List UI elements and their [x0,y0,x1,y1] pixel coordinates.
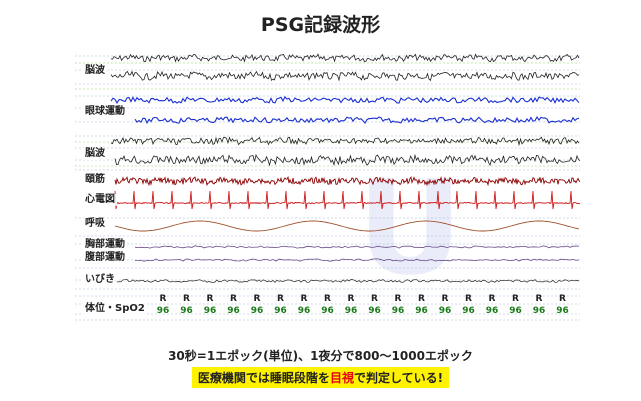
position-marker: R [230,294,237,304]
eog-trace [134,115,580,125]
eeg-trace [114,153,580,167]
position-marker: R [371,294,378,304]
eeg-trace [110,70,580,82]
position-marker: R [536,294,543,304]
chin-emg-trace [114,175,580,187]
position-marker: R [183,294,190,304]
chest-movement-trace [134,245,580,249]
spo2-value: 96 [274,306,287,316]
spo2-value: 96 [321,306,334,316]
channel-label-position-spo2: 体位・SpO2 [83,303,147,315]
position-marker: R [512,294,519,304]
channel-label-ecg: 心電図 [83,194,117,206]
spo2-value: 96 [415,306,428,316]
position-marker: R [442,294,449,304]
spo2-value: 96 [204,306,217,316]
position-marker: R [348,294,355,304]
channel-label-eeg-2: 脳波 [83,148,107,160]
spo2-value: 96 [298,306,311,316]
channel-label-eeg-1: 脳波 [83,65,107,77]
channel-label-respiration: 呼吸 [83,218,107,230]
spo2-value: 96 [251,306,264,316]
position-marker: R [160,294,167,304]
channel-label-abdomen-movement: 腹部運動 [83,252,127,264]
scoring-note-after: で判定している! [353,371,444,385]
position-marker: R [277,294,284,304]
position-marker: R [254,294,261,304]
spo2-value: 96 [157,306,170,316]
scoring-note: 医療機関では睡眠段階を目視で判定している! [191,367,450,388]
position-marker: R [489,294,496,304]
spo2-value: 96 [227,306,240,316]
psg-waveform-chart: UR96R96R96R96R96R96R96R96R96R96R96R96R96… [75,53,580,321]
scoring-note-highlight: 目視 [329,371,354,385]
spo2-value: 96 [180,306,193,316]
epoch-caption: 30秒=1エポック(単位)、1夜分で800〜1000エポック [168,349,473,363]
spo2-value: 96 [345,306,358,316]
position-marker: R [465,294,472,304]
position-marker: R [324,294,331,304]
spo2-value: 96 [368,306,381,316]
spo2-value: 96 [486,306,499,316]
spo2-value: 96 [439,306,452,316]
position-marker: R [395,294,402,304]
channel-label-chest-movement: 胸部運動 [83,239,127,251]
spo2-value: 96 [462,306,475,316]
snore-trace [114,279,580,283]
position-marker: R [301,294,308,304]
eog-trace [110,95,580,105]
spo2-value: 96 [509,306,522,316]
position-marker: R [418,294,425,304]
spo2-value: 96 [392,306,405,316]
abdomen-movement-trace [134,258,580,262]
channel-label-eog: 眼球運動 [83,106,127,118]
channel-label-chin-emg: 頤筋 [83,174,107,186]
spo2-value: 96 [556,306,569,316]
position-marker: R [559,294,566,304]
eeg-trace [110,136,580,147]
spo2-value: 96 [533,306,546,316]
psg-waveform-panel: U R 96 R 96 R 96 R 96 R 96 R 96 R 96 R 96 R 96 R 96 R 96 R 96 R 96… [75,48,580,324]
respiration-trace [114,220,580,232]
ecg-trace [114,190,580,210]
channel-label-snore: いびき [83,274,117,286]
scoring-note-before: 医療機関では睡眠段階を [197,371,330,385]
position-marker: R [207,294,214,304]
eeg-trace [110,53,580,63]
page-title: PSG記録波形 [260,14,381,36]
